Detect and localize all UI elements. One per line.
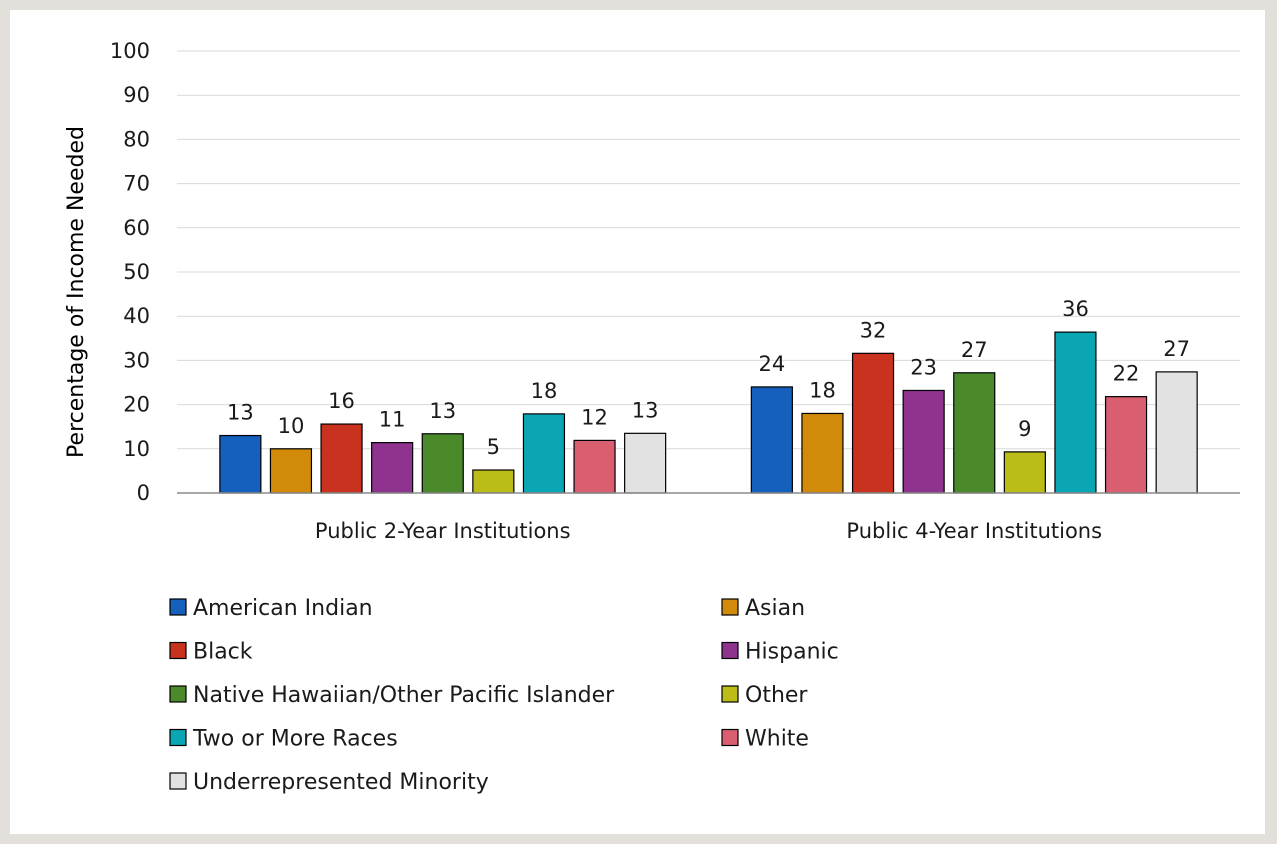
legend-item: Hispanic xyxy=(721,640,839,665)
data-label: 12 xyxy=(581,405,608,429)
bar xyxy=(750,386,793,494)
legend-swatch xyxy=(169,728,187,747)
legend-item: Two or More Races xyxy=(169,727,398,752)
x-category-label: Public 2-Year Institutions xyxy=(315,519,571,543)
legend-label: Two or More Races xyxy=(192,727,398,752)
axes: 0 10 20 30 40 50 60 70 80 90 100 Public 2-Year Inst… xyxy=(110,39,1240,543)
bar xyxy=(1003,451,1046,494)
bar xyxy=(421,433,464,494)
legend-item: White xyxy=(721,727,809,752)
legend-item: Other xyxy=(721,683,808,708)
data-label: 32 xyxy=(860,318,887,342)
legend-swatch xyxy=(169,598,187,616)
chart-frame: 13 10 16 11 13 5 18 12 13 24 18 32 23 27 9 36 22 27 0 10 20… xyxy=(10,10,1265,834)
data-label: 22 xyxy=(1113,362,1140,386)
y-tick-label: 100 xyxy=(110,39,150,63)
data-labels: 13 10 16 11 13 5 18 12 13 24 18 32 23 27 9 36 22 27 xyxy=(227,297,1190,459)
data-label: 18 xyxy=(809,378,836,402)
y-tick-label: 80 xyxy=(123,127,150,151)
legend-item: Underrepresented Minority xyxy=(169,770,489,795)
legend-label: White xyxy=(745,727,809,752)
bar xyxy=(1104,396,1148,494)
bar xyxy=(1155,371,1198,494)
bar xyxy=(219,434,262,494)
x-category-label: Public 4-Year Institutions xyxy=(846,519,1102,543)
legend-label: Asian xyxy=(745,596,805,621)
legend-swatch xyxy=(721,598,739,616)
data-label: 10 xyxy=(278,414,305,438)
legend-label: Hispanic xyxy=(745,640,839,665)
bar xyxy=(801,412,844,494)
data-label: 27 xyxy=(1163,337,1190,361)
bar xyxy=(953,372,996,494)
bar xyxy=(371,442,414,494)
bar-chart: 13 10 16 11 13 5 18 12 13 24 18 32 23 27 9 36 22 27 0 10 20… xyxy=(64,39,1240,795)
legend-label: Underrepresented Minority xyxy=(193,770,489,795)
legend-swatch xyxy=(169,772,187,790)
bar xyxy=(1054,331,1097,494)
data-label: 23 xyxy=(910,355,937,379)
bar xyxy=(320,423,363,494)
y-tick-label: 40 xyxy=(123,304,150,328)
data-label: 36 xyxy=(1062,297,1089,321)
legend-item: Black xyxy=(169,640,253,665)
legend: American Indian Asian Black Hispanic Native … xyxy=(169,596,839,795)
bar xyxy=(573,439,616,494)
legend-label: Native Hawaiian/Other Pacific Islander xyxy=(193,683,615,708)
data-label: 9 xyxy=(1018,417,1031,441)
y-tick-label: 10 xyxy=(123,437,150,461)
y-tick-label: 50 xyxy=(123,260,150,284)
y-tick-label: 0 xyxy=(137,481,150,505)
legend-label: Black xyxy=(193,640,253,665)
data-label: 18 xyxy=(531,379,558,403)
y-tick-label: 20 xyxy=(123,393,150,417)
legend-item: American Indian xyxy=(169,596,373,621)
bar xyxy=(472,469,515,494)
legend-item: Native Hawaiian/Other Pacific Islander xyxy=(169,683,615,708)
y-tick-label: 30 xyxy=(123,348,150,372)
data-label: 24 xyxy=(758,352,785,376)
y-tick-label: 90 xyxy=(123,83,150,107)
bar xyxy=(902,389,945,494)
bar xyxy=(624,432,667,494)
legend-swatch xyxy=(169,641,187,660)
legend-label: American Indian xyxy=(193,596,373,621)
data-label: 16 xyxy=(328,389,355,413)
data-label: 27 xyxy=(961,338,988,362)
bar xyxy=(269,448,313,494)
legend-swatch xyxy=(721,685,739,703)
legend-label: Other xyxy=(745,683,808,708)
data-label: 13 xyxy=(227,401,254,425)
legend-swatch xyxy=(721,641,739,660)
grid-lines xyxy=(177,50,1240,450)
bar xyxy=(522,413,566,494)
y-axis-title: Percentage of Income Needed xyxy=(64,126,89,458)
legend-swatch xyxy=(169,685,187,703)
data-label: 5 xyxy=(487,435,500,459)
data-label: 11 xyxy=(379,408,406,432)
y-tick-label: 70 xyxy=(123,172,150,196)
legend-swatch xyxy=(721,728,739,747)
legend-item: Asian xyxy=(721,596,805,621)
y-tick-label: 60 xyxy=(123,216,150,240)
data-label: 13 xyxy=(429,399,456,423)
bars xyxy=(219,331,1198,494)
data-label: 13 xyxy=(632,398,659,422)
bar xyxy=(851,352,895,494)
